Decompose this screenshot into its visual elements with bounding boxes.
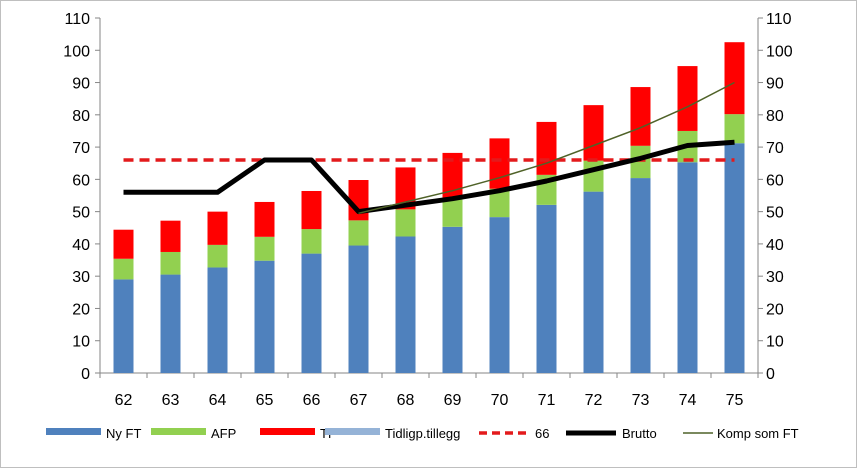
y-tick-label: 110	[64, 11, 90, 28]
y-tick-label: 90	[72, 76, 90, 93]
bar-segment	[160, 220, 181, 252]
bar-segment	[677, 162, 698, 373]
legend-swatch	[260, 428, 315, 435]
legend-swatch	[325, 428, 380, 435]
y2-tick-label: 50	[766, 205, 784, 222]
lines	[123, 81, 735, 215]
x-tick-label: 65	[256, 392, 274, 409]
bar-segment	[583, 191, 604, 373]
x-tick-label: 68	[397, 392, 415, 409]
x-tick-label: 62	[115, 392, 133, 409]
y-tick-label: 0	[81, 366, 90, 383]
y-tick-label: 80	[72, 108, 90, 125]
bar-segment	[207, 244, 228, 268]
bar-segment	[583, 105, 604, 161]
y2-tick-label: 60	[766, 172, 784, 189]
bar-segment	[348, 245, 369, 373]
x-tick-label: 69	[444, 392, 462, 409]
komp-som-ft-line	[358, 81, 735, 215]
bar-segment	[583, 160, 604, 192]
legend-label: Brutto	[622, 426, 657, 441]
bar-segment	[254, 260, 275, 373]
bar-segment	[113, 279, 134, 373]
bar-segment	[301, 253, 322, 373]
x-axis-ticks: 62 63 64 65 66 67 68 69 70 71 72 73 74 75	[99, 373, 759, 409]
legend-label: Komp som FT	[717, 426, 799, 441]
x-tick-label: 64	[209, 392, 227, 409]
y2-tick-label: 110	[766, 11, 792, 28]
bar-segment	[254, 236, 275, 261]
bar-segment	[348, 220, 369, 246]
bar-segment	[724, 143, 745, 373]
x-tick-label: 71	[538, 392, 556, 409]
legend-swatch	[151, 428, 206, 435]
x-tick-label: 66	[303, 392, 321, 409]
legend-swatch	[46, 428, 101, 435]
x-tick-label: 63	[162, 392, 180, 409]
bar-segment	[724, 114, 745, 144]
bar-segment	[254, 201, 275, 237]
x-tick-label: 73	[632, 392, 650, 409]
y-tick-label: 30	[72, 269, 90, 286]
x-tick-label: 70	[491, 392, 509, 409]
axes	[99, 18, 759, 374]
legend-label: AFP	[211, 426, 236, 441]
y-tick-label: 70	[72, 140, 90, 157]
bar-segment	[207, 267, 228, 373]
y-tick-label: 100	[63, 43, 90, 60]
bars	[113, 42, 745, 373]
bar-segment	[442, 198, 463, 227]
y-tick-label: 20	[72, 301, 90, 318]
bar-segment	[489, 188, 510, 218]
bar-segment	[113, 229, 134, 259]
bar-segment	[395, 167, 416, 210]
bar-segment	[724, 42, 745, 115]
y2-tick-label: 20	[766, 301, 784, 318]
bar-segment	[630, 178, 651, 373]
bar-segment	[395, 236, 416, 373]
bar-segment	[630, 87, 651, 146]
bar-segment	[395, 209, 416, 237]
y2-tick-label: 30	[766, 269, 784, 286]
y-tick-label: 40	[72, 237, 90, 254]
bar-segment	[536, 204, 557, 373]
bar-segment	[301, 229, 322, 254]
x-tick-label: 75	[726, 392, 744, 409]
bar-segment	[348, 180, 369, 221]
bar-segment	[160, 251, 181, 275]
bar-segment	[630, 145, 651, 179]
y2-tick-label: 90	[766, 76, 784, 93]
y-axis-ticks: 0 10 20 30 40 50 60 70 80 90 100 110	[63, 11, 100, 383]
legend-label: Tidligp.tillegg	[385, 426, 460, 441]
x-tick-label: 72	[585, 392, 603, 409]
x-tick-label: 74	[679, 392, 697, 409]
bar-segment	[207, 211, 228, 245]
bar-segment	[489, 138, 510, 189]
bar-segment	[442, 152, 463, 199]
y2-tick-label: 70	[766, 140, 784, 157]
y2-tick-label: 0	[766, 366, 775, 383]
y-tick-label: 10	[72, 334, 90, 351]
bar-segment	[536, 121, 557, 175]
y2-tick-label: 80	[766, 108, 784, 125]
legend-label: Ny FT	[106, 426, 141, 441]
bar-segment	[442, 226, 463, 373]
bar-segment	[113, 258, 134, 280]
bar-segment	[160, 274, 181, 373]
bar-segment	[301, 190, 322, 230]
legend-label: 66	[535, 426, 549, 441]
y2-axis-ticks: 0 10 20 30 40 50 60 70 80 90 100 110	[758, 11, 793, 383]
y2-tick-label: 40	[766, 237, 784, 254]
y-tick-label: 60	[72, 172, 90, 189]
brutto-line	[123, 139, 735, 215]
y2-tick-label: 100	[766, 43, 793, 60]
x-tick-label: 67	[350, 392, 368, 409]
y2-tick-label: 10	[766, 334, 784, 351]
bar-segment	[489, 217, 510, 373]
y-tick-label: 50	[72, 205, 90, 222]
bar-segment	[677, 66, 698, 131]
